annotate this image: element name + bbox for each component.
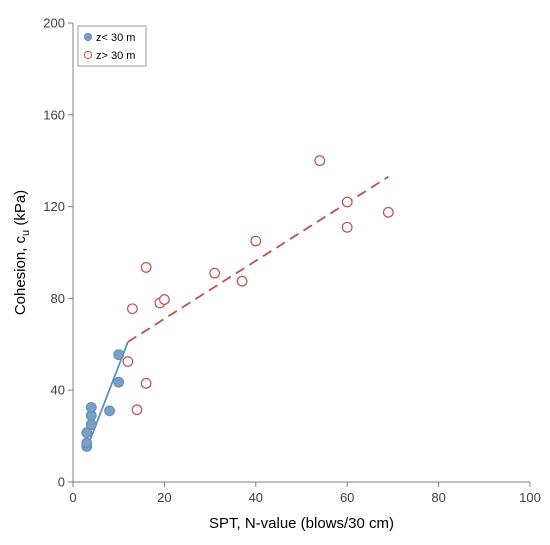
legend: z< 30 m z> 30 m bbox=[77, 25, 147, 67]
data-point bbox=[104, 405, 115, 417]
data-point bbox=[341, 196, 353, 208]
x-tick-label: 0 bbox=[69, 490, 76, 505]
data-point bbox=[140, 262, 152, 273]
x-tick-label: 20 bbox=[157, 490, 171, 505]
y-axis-title-subscript: u bbox=[20, 230, 32, 236]
y-tick-label: 120 bbox=[43, 199, 65, 214]
data-point bbox=[85, 402, 97, 413]
x-axis-title: SPT, N-value (blows/30 cm) bbox=[209, 515, 394, 532]
data-point bbox=[81, 437, 93, 449]
data-point bbox=[85, 419, 97, 431]
x-tick-label: 40 bbox=[249, 490, 263, 505]
data-point bbox=[122, 356, 134, 367]
legend-marker bbox=[83, 32, 93, 42]
data-point bbox=[382, 206, 394, 218]
y-axis-title-main: Cohesion, c bbox=[12, 235, 29, 315]
data-point bbox=[140, 377, 152, 389]
legend-label: z< 30 m bbox=[96, 32, 135, 44]
data-point bbox=[113, 349, 125, 361]
y-tick-label: 200 bbox=[43, 16, 65, 31]
x-tick-label: 80 bbox=[431, 490, 445, 505]
x-tick-label: 60 bbox=[340, 490, 354, 505]
legend-marker bbox=[83, 50, 93, 60]
data-point bbox=[131, 404, 143, 416]
x-tick-label: 100 bbox=[519, 490, 541, 505]
data-point bbox=[209, 267, 221, 279]
y-axis-title-unit: (kPa) bbox=[12, 190, 29, 230]
y-tick-label: 0 bbox=[58, 475, 65, 490]
data-point bbox=[341, 221, 353, 233]
y-tick-label: 80 bbox=[51, 291, 65, 306]
axis-labels: SPT, N-value (blows/30 cm) Cohesion, cu (… bbox=[12, 190, 394, 532]
legend-box bbox=[77, 25, 147, 67]
legend-label: z> 30 m bbox=[96, 50, 135, 62]
data-point bbox=[250, 235, 262, 247]
axes: 0 20 40 60 80 100 0 40 80 120 160 200 bbox=[43, 16, 541, 506]
y-tick-label: 40 bbox=[51, 383, 65, 398]
data-points bbox=[81, 155, 394, 452]
y-tick-label: 160 bbox=[43, 107, 65, 122]
data-point bbox=[158, 294, 170, 305]
y-axis-title: Cohesion, cu (kPa) bbox=[12, 190, 32, 315]
data-point bbox=[113, 376, 125, 388]
data-point bbox=[81, 427, 93, 439]
data-point bbox=[236, 275, 248, 287]
data-point bbox=[314, 155, 326, 167]
data-point bbox=[127, 303, 138, 315]
